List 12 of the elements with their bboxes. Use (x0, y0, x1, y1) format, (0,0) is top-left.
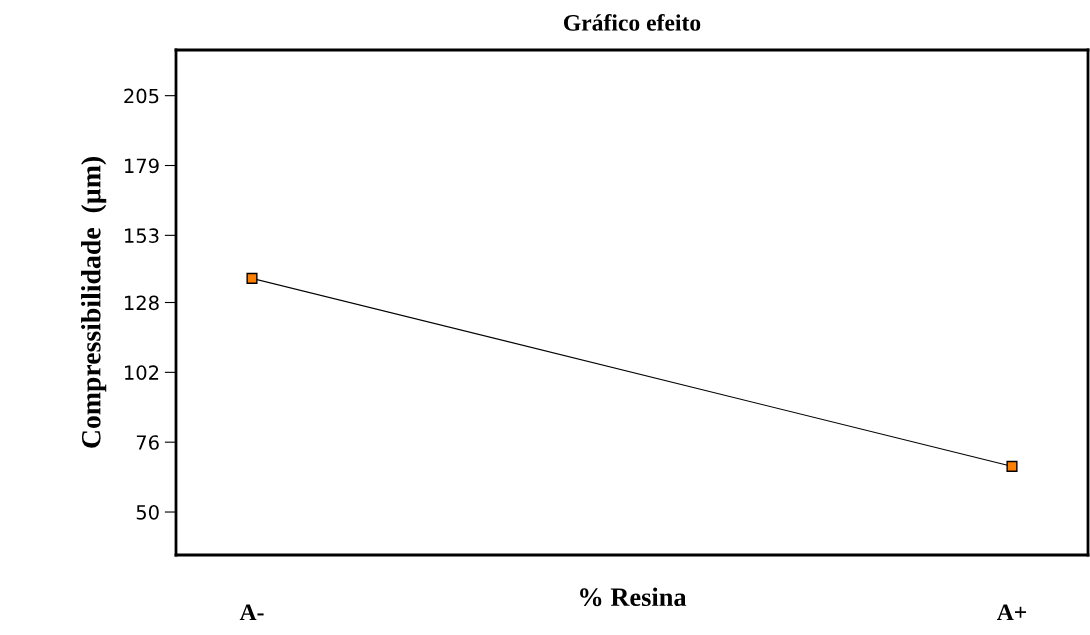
y-tick-label: 179 (125, 158, 159, 174)
y-tick-label: 50 (136, 504, 159, 520)
y-tick-label: 76 (136, 435, 159, 450)
x-tick-label: A- (239, 604, 264, 620)
y-tick-label: 128 (125, 295, 159, 311)
y-axis-title: Compressibilidade (µm) (81, 157, 107, 448)
x-axis-title: % Resina (580, 587, 687, 607)
x-tick-label: A+ (996, 604, 1027, 620)
chart-title: Gráfico efeito (564, 13, 701, 31)
y-tick-label: 205 (124, 88, 159, 104)
y-tick-label: 153 (125, 228, 159, 244)
y-tick-label: 102 (125, 365, 159, 380)
